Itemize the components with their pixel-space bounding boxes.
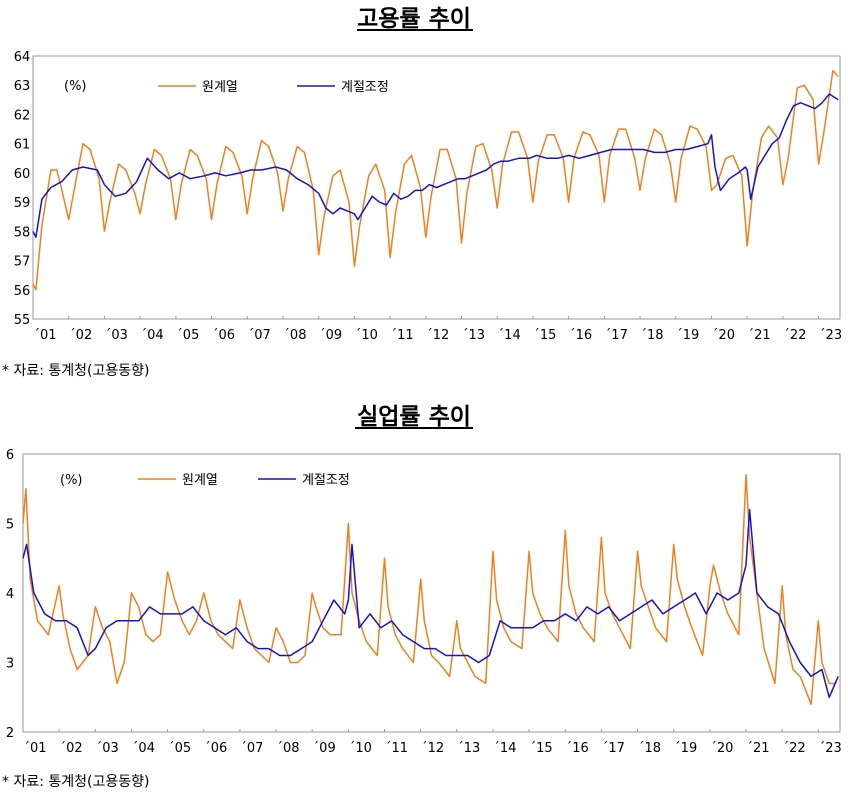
x-tick-label: ´06 <box>204 741 227 756</box>
unit-label: (%) <box>60 473 83 488</box>
x-tick-label: ´10 <box>355 328 378 343</box>
legend-label-original: 원계열 <box>202 80 238 95</box>
y-tick-label: 6 <box>6 448 14 463</box>
x-tick-label: ´19 <box>674 741 697 756</box>
y-tick-label: 58 <box>14 225 31 240</box>
x-tick-label: ´08 <box>283 328 306 343</box>
x-tick-label: ´09 <box>319 328 342 343</box>
unemployment-chart: 실업률 추이 2 3 4 5 6 ´01 ´02 ´03 ´04 ´05 ´06 ´07 ´08 ´09… <box>2 404 842 790</box>
x-tick-label: ´22 <box>783 741 806 756</box>
x-tick-label: ´13 <box>462 328 485 343</box>
series-lines <box>22 474 839 705</box>
x-tick-label: ´20 <box>710 741 733 756</box>
y-tick-label: 60 <box>14 167 31 182</box>
x-tick-label: ´02 <box>69 328 92 343</box>
y-tick-label: 63 <box>14 79 31 94</box>
y-tick-label: 55 <box>14 313 31 328</box>
x-tick-label: ´12 <box>426 328 449 343</box>
source-note: * 자료: 통계청(고용동향) <box>2 774 149 790</box>
x-tick-label: ´23 <box>819 328 842 343</box>
x-tick-label: ´10 <box>349 741 372 756</box>
legend-label-adjusted: 계절조정 <box>341 80 389 95</box>
y-tick-label: 2 <box>6 726 14 741</box>
chart-title: 실업률 추이 <box>357 404 471 430</box>
employment-chart: 고용률 추이 55 56 57 58 59 60 61 62 63 64 ´01 ´02 ´03 ´04… <box>2 6 842 379</box>
y-tick-label: 3 <box>6 657 14 672</box>
legend: 원계열 계절조정 <box>138 473 350 488</box>
series-line-original <box>32 69 839 291</box>
y-tick-label: 5 <box>6 518 14 533</box>
series-lines <box>32 69 839 291</box>
series-line-adjusted <box>32 93 839 238</box>
x-tick-label: ´11 <box>391 328 414 343</box>
x-tick-label: ´14 <box>493 741 516 756</box>
x-tick-label: ´17 <box>605 328 628 343</box>
x-tick-label: ´04 <box>132 741 155 756</box>
x-tick-label: ´17 <box>602 741 625 756</box>
x-tick-label: ´16 <box>569 328 592 343</box>
x-tick-label: ´05 <box>168 741 191 756</box>
x-tick-label: ´05 <box>176 328 199 343</box>
chart-title: 고용률 추이 <box>357 6 471 32</box>
x-tick-label: ´21 <box>748 328 771 343</box>
x-tick-label: ´18 <box>641 328 664 343</box>
x-tick-label: ´01 <box>33 328 56 343</box>
x-tick-label: ´20 <box>712 328 735 343</box>
x-tick-label: ´14 <box>498 328 521 343</box>
x-tick-label: ´23 <box>819 741 842 756</box>
y-tick-label: 62 <box>14 108 31 123</box>
plot-frame <box>22 453 841 733</box>
x-tick-label: ´22 <box>783 328 806 343</box>
x-tick-label: ´18 <box>638 741 661 756</box>
x-tick-label: ´08 <box>277 741 300 756</box>
x-tick-label: ´11 <box>385 741 408 756</box>
x-tick-label: ´01 <box>23 741 46 756</box>
x-tick-label: ´03 <box>96 741 119 756</box>
series-line-original <box>22 474 837 705</box>
x-tick-label: ´04 <box>141 328 164 343</box>
unit-label: (%) <box>64 79 87 94</box>
legend-label-adjusted: 계절조정 <box>302 473 350 488</box>
y-tick-label: 56 <box>14 284 31 299</box>
plot-frame <box>32 55 841 320</box>
x-tick-label: ´07 <box>248 328 271 343</box>
y-axis: 55 56 57 58 59 60 61 62 63 64 <box>14 50 31 328</box>
legend-label-original: 원계열 <box>182 473 218 488</box>
x-tick-label: ´21 <box>746 741 769 756</box>
x-tick-label: ´15 <box>530 741 553 756</box>
x-tick-label: ´13 <box>457 741 480 756</box>
x-axis: ´01 ´02 ´03 ´04 ´05 ´06 ´07 ´08 ´09 ´10 ´11 ´12 ´13 ´… <box>22 729 842 756</box>
y-tick-label: 57 <box>14 255 31 270</box>
y-axis: 2 3 4 5 6 <box>6 448 14 741</box>
x-tick-label: ´19 <box>676 328 699 343</box>
source-note: * 자료: 통계청(고용동향) <box>2 363 149 379</box>
x-tick-label: ´06 <box>212 328 235 343</box>
y-tick-label: 64 <box>14 50 31 65</box>
x-tick-label: ´03 <box>105 328 128 343</box>
legend: 원계열 계절조정 <box>158 80 389 95</box>
x-tick-label: ´09 <box>313 741 336 756</box>
y-tick-label: 59 <box>14 196 31 211</box>
y-tick-label: 4 <box>6 587 14 602</box>
x-axis: ´01 ´02 ´03 ´04 ´05 ´06 ´07 ´08 ´09 ´10 ´11 ´12 ´13 ´… <box>32 316 842 343</box>
x-tick-label: ´07 <box>240 741 263 756</box>
x-tick-label: ´16 <box>566 741 589 756</box>
x-tick-label: ´02 <box>60 741 83 756</box>
x-tick-label: ´12 <box>421 741 444 756</box>
x-tick-label: ´15 <box>533 328 556 343</box>
series-line-adjusted <box>22 508 839 699</box>
y-tick-label: 61 <box>14 138 31 153</box>
